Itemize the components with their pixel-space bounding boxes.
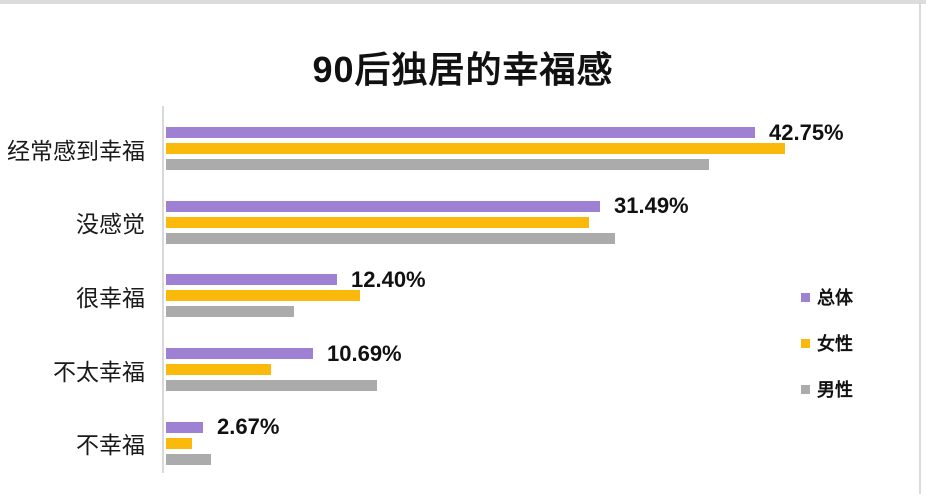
chart-title: 90后独居的幸福感 [312, 49, 614, 90]
category-label-2: 很幸福 [76, 284, 145, 311]
bar-female-2 [166, 290, 360, 301]
legend-item-female: 女性 [801, 330, 853, 356]
value-label-4: 2.67% [217, 414, 280, 440]
value-label-2: 12.40% [351, 266, 426, 292]
bar-female-0 [166, 143, 785, 154]
right-border-line [919, 0, 921, 494]
legend-label-female: 女性 [817, 334, 853, 354]
bar-male-4 [166, 454, 211, 465]
legend-swatch-overall-icon [801, 292, 810, 302]
bar-female-4 [166, 438, 192, 449]
bar-male-2 [166, 306, 294, 317]
category-label-4: 不幸福 [76, 432, 145, 459]
value-label-3: 10.69% [327, 340, 402, 366]
value-label-0: 42.75% [769, 119, 844, 145]
legend-swatch-female-icon [801, 338, 810, 348]
legend-item-male: 男性 [801, 376, 853, 402]
category-label-1: 没感觉 [76, 211, 145, 238]
bar-female-1 [166, 217, 589, 228]
legend-item-overall: 总体 [801, 284, 853, 310]
top-border-strip [0, 0, 926, 4]
category-label-0: 经常感到幸福 [7, 137, 145, 164]
bar-overall-1 [166, 201, 600, 212]
category-label-3: 不太幸福 [53, 358, 145, 385]
legend-label-overall: 总体 [817, 288, 853, 308]
legend-swatch-male-icon [801, 384, 810, 394]
bar-female-3 [166, 364, 271, 375]
chart-legend: 总体 女性 男性 [801, 284, 921, 404]
bar-male-1 [166, 233, 615, 244]
bar-overall-4 [166, 422, 203, 433]
bar-overall-3 [166, 348, 313, 359]
value-label-1: 31.49% [614, 193, 689, 219]
bar-male-3 [166, 380, 377, 391]
category-axis-line [162, 106, 164, 473]
bar-overall-0 [166, 127, 755, 138]
legend-label-male: 男性 [817, 380, 853, 400]
bar-overall-2 [166, 274, 337, 285]
bar-male-0 [166, 159, 709, 170]
